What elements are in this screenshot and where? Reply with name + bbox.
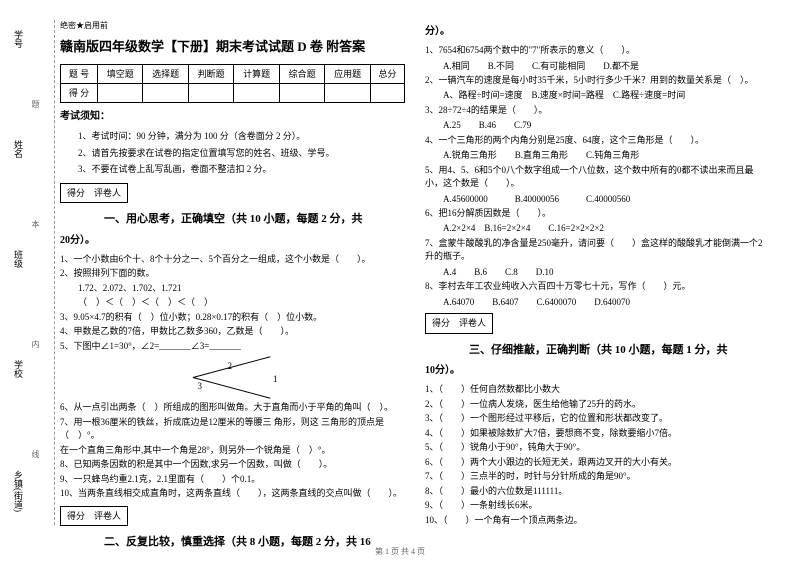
part3-title: 三、仔细推敲，正确判断（共 10 小题，每题 1 分，共 [425,342,770,360]
binding-label: 班级 [12,250,25,268]
question: 3、9.05×4.7的积有（ ）位小数；0.28×0.17的积有（ ）位小数。 [60,311,405,325]
angle-diagram: 1 2 3 [173,357,293,397]
question: 7、盒蒙牛酸酸乳的净含量是250毫升，请问要（ ）盒这样的酸酸乳才能倒满一个2升… [425,237,770,264]
options: A.4 B.6 C.8 D.10 [443,265,770,279]
question-sub: 在一个直角三角形中,其中一个角是28°，则另外一个锐角是（ ）°。 [60,444,405,458]
question: 2、按照排列下面的数。 [60,267,405,281]
question: 10、（ ）一个角有一个顶点两条边。 [425,514,770,528]
question-sub: 1.72、2.072、1.702、1.721 [60,282,405,296]
binding-margin: 学号 题 姓名 本 班级 内 学校 线 乡镇(街道) [10,20,55,525]
question: 5、（ ）锐角小于90°，钝角大于90°。 [425,441,770,455]
question: 1、（ ）任何自然数都比小数大 [425,383,770,397]
binding-mark: 内 [30,340,41,348]
notice-item: 1、考试时间：90 分钟，满分为 100 分（含卷面分 2 分）。 [60,129,405,143]
table-row: 题 号 填空题 选择题 判断题 计算题 综合题 应用题 总分 [61,64,405,83]
question: 3、（ ）一个图形经过平移后，它的位置和形状都改变了。 [425,412,770,426]
question: 7、（ ）三点半的时，时针与分针所成的角是90°。 [425,470,770,484]
binding-label: 学校 [12,360,25,378]
table-row: 得 分 [61,83,405,102]
diagram-num: 1 [273,372,278,386]
cell: 得 分 [61,83,98,102]
part3-cont: 10分）。 [425,363,770,379]
question: 4、甲数是乙数的7倍，甲数比乙数多360，乙数是（ ）。 [60,325,405,339]
part2-cont: 分）。 [425,24,770,40]
confidential-tag: 绝密★启用前 [60,20,405,33]
binding-mark: 线 [30,450,41,458]
notice-item: 2、请首先按要求在试卷的指定位置填写您的姓名、班级、学号。 [60,146,405,160]
question: 3、28÷72÷4的结果是（ ）。 [425,104,770,118]
cell: 综合题 [279,64,324,83]
grade-box: 得分 评卷人 [60,506,128,526]
binding-label: 乡镇(街道) [12,470,25,512]
question-sub: （ ）＜（ ）＜（ ）＜（ ） [60,296,405,310]
question: 6、（ ）两个大小跟边的长短无关，跟两边叉开的大小有关。 [425,456,770,470]
cell: 计算题 [234,64,279,83]
question: 5、下图中∠1=30°，∠2=_______∠3=_______ [60,340,405,354]
question: 6、把16分解质因数是（ ）。 [425,207,770,221]
options: A.相同 B.不同 C.有可能相同 D.都不是 [443,59,770,73]
diagram-num: 3 [198,379,203,393]
binding-mark: 题 [30,100,41,108]
question: 4、（ ）如果被除数扩大7倍，要想商不变，除数要缩小7倍。 [425,427,770,441]
cell: 填空题 [97,64,142,83]
question: 10、当两条直线相交成直角时，这两条直线（ ），这两条直线的交点叫做（ ）。 [60,487,405,501]
question: 1、7654和6754两个数中的"7"所表示的意义（ ）。 [425,44,770,58]
score-label: 得分 [432,318,450,328]
question: 1、一个小数由6个十、8个十分之一、5个百分之一组成，这个小数是（ ）。 [60,253,405,267]
notice-title: 考试须知： [60,109,405,125]
score-label: 得分 [67,511,85,521]
notice-item: 3、不要在试卷上乱写乱画，卷面不整洁扣 2 分。 [60,162,405,176]
question: 8、（ ）最小的六位数是111111。 [425,485,770,499]
diagram-num: 2 [228,359,233,373]
cell [143,83,188,102]
cell [279,83,324,102]
cell: 判断题 [188,64,233,83]
question: 5、用4、5、6和5个0八个数字组成一个八位数，这个数中所有的0都不读出来而且最… [425,164,770,191]
reviewer-label: 评卷人 [94,188,121,198]
question: 6、从一点引出两条（ ）所组成的图形叫做角。大于直角而小于平角的角叫（ ）。 [60,401,405,415]
question: 9、一只蜂鸟约重2.1克，2.1里面有（ ）个0.1。 [60,473,405,487]
score-table: 题 号 填空题 选择题 判断题 计算题 综合题 应用题 总分 得 分 [60,64,405,104]
options: A、路程÷时间=速度 B.速度×时间=路程 C.路程÷速度=时间 [443,88,770,102]
question: 2、（ ）一位病人发烧，医生给他输了25升的药水。 [425,398,770,412]
binding-mark: 本 [30,220,41,228]
part1-cont: 20分）。 [60,233,405,249]
content-area: 绝密★启用前 赣南版四年级数学【下册】期末考试试题 D 卷 附答案 题 号 填空… [60,20,770,545]
options: A.64070 B.6407 C.6400070 D.640070 [443,295,770,309]
cell [325,83,370,102]
cell [234,83,279,102]
cell: 应用题 [325,64,370,83]
cell [370,83,404,102]
question: 8、李村去年工农业纯收入六百四十万零七十元，写作（ ）元。 [425,280,770,294]
question: 2、一辆汽车的速度是每小时35千米，5小时行多少千米？用到的数量关系是（ ）。 [425,74,770,88]
question: 7、用一根36厘米的铁丝，折成底边是12厘米的等腰三 角形，则这 三角形的顶点是… [60,416,405,443]
options: A.45600000 B.40000056 C.40000560 [443,192,770,206]
reviewer-label: 评卷人 [94,511,121,521]
options: A.25 B.46 C.79 [443,118,770,132]
grade-box: 得分 评卷人 [60,183,128,203]
binding-label: 学号 [12,30,25,48]
exam-title: 赣南版四年级数学【下册】期末考试试题 D 卷 附答案 [60,37,405,58]
options: A.锐角三角形 B.直角三角形 C.钝角三角形 [443,148,770,162]
cell: 总分 [370,64,404,83]
question: 9、（ ）一条射线长6米。 [425,499,770,513]
binding-label: 姓名 [12,140,25,158]
cell [97,83,142,102]
cell: 选择题 [143,64,188,83]
question: 4、一个三角形的两个内角分别是25度、64度，这个三角形是（ ）。 [425,134,770,148]
score-label: 得分 [67,188,85,198]
reviewer-label: 评卷人 [459,318,486,328]
options: A.2×2×4 B.16=2×2×4 C.16=2×2×2×2 [443,221,770,235]
diagram-line [192,377,270,399]
cell: 题 号 [61,64,98,83]
question: 8、已知两条因数的积是其中一个因数,求另一个因数，叫做（ ）。 [60,458,405,472]
grade-box: 得分 评卷人 [425,313,493,333]
left-column: 绝密★启用前 赣南版四年级数学【下册】期末考试试题 D 卷 附答案 题 号 填空… [60,20,405,545]
cell [188,83,233,102]
right-column: 分）。 1、7654和6754两个数中的"7"所表示的意义（ ）。 A.相同 B… [425,20,770,545]
part1-title: 一、用心思考，正确填空（共 10 小题，每题 2 分，共 [60,211,405,229]
page-footer: 第 1 页 共 4 页 [0,546,800,557]
